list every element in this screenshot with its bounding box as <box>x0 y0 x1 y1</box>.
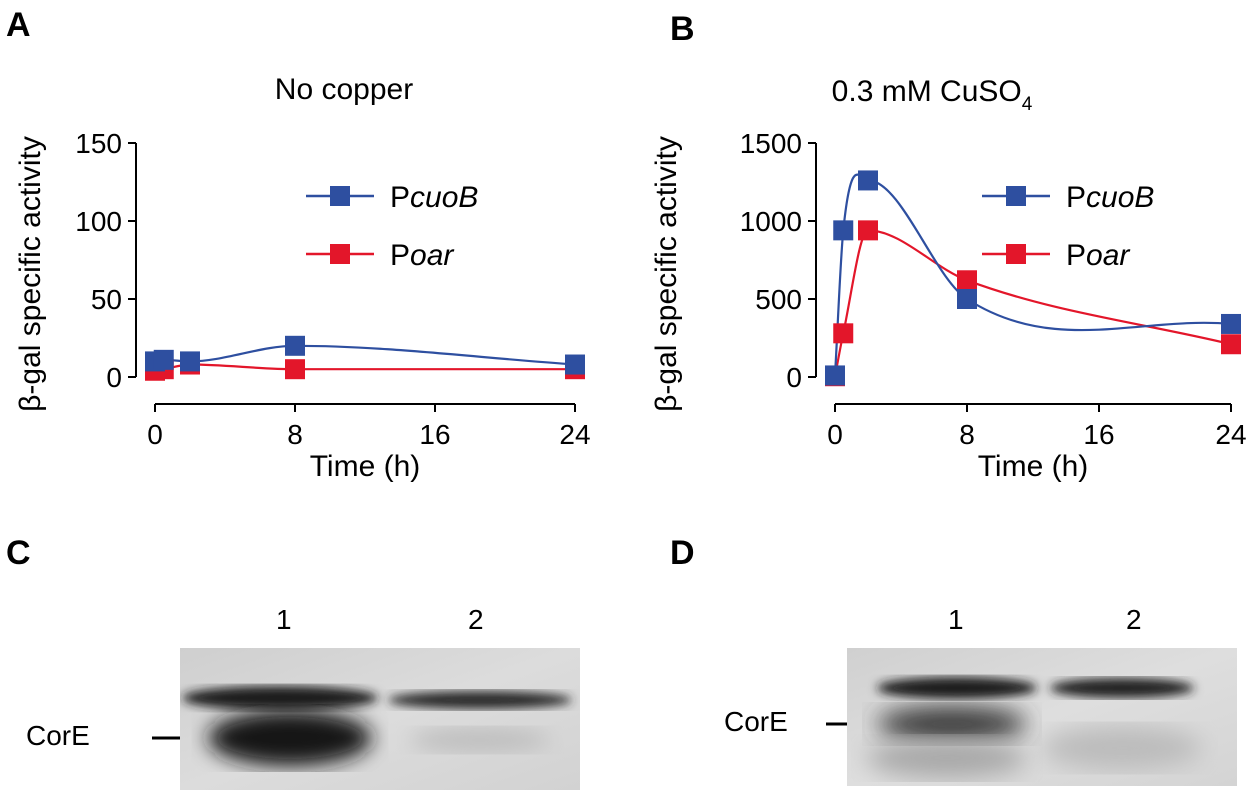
x-tick-label: 8 <box>959 419 975 450</box>
panel-label-d: D <box>670 534 695 572</box>
y-axis-label: β-gal specific activity <box>14 136 47 412</box>
y-axis-label: β-gal specific activity <box>650 136 683 412</box>
y-tick-label: 150 <box>75 128 122 159</box>
data-point-pcuob <box>1221 313 1241 334</box>
lane-label-1: 1 <box>948 604 964 635</box>
panel-label-a: A <box>6 6 31 44</box>
series-line-poar <box>833 229 1232 377</box>
x-axis-label: Time (h) <box>310 450 421 483</box>
chart-title: 0.3 mM CuSO4 <box>832 75 1033 115</box>
data-point-pcuob <box>565 354 585 375</box>
y-tick-label: 1000 <box>740 206 802 237</box>
series-line-pcuob <box>833 173 1232 376</box>
blot-panel-d: 1 2 CorE <box>640 590 1257 800</box>
data-point-pcuob <box>825 365 845 386</box>
legend-marker <box>330 186 350 206</box>
y-tick-label: 100 <box>75 206 122 237</box>
x-tick-label: 16 <box>419 419 450 450</box>
data-point-pcuob <box>858 170 878 191</box>
x-tick-label: 0 <box>147 419 163 450</box>
legend-marker <box>1006 244 1026 264</box>
data-point-pcuob <box>180 351 200 372</box>
y-tick-label: 0 <box>106 362 122 393</box>
legend-label: Poar <box>390 239 454 272</box>
lane-label-2: 2 <box>468 604 484 635</box>
western-blot-image-c <box>180 648 580 790</box>
y-tick-label: 1500 <box>740 128 802 159</box>
y-tick-label: 0 <box>786 362 802 393</box>
data-point-pcuob <box>153 349 174 370</box>
blot-panel-c: 1 2 CorE <box>0 590 640 800</box>
panel-label-b: B <box>670 10 695 48</box>
chart-title: No copper <box>275 73 413 106</box>
x-tick-label: 16 <box>1083 419 1114 450</box>
lane-label-1: 1 <box>276 604 292 635</box>
data-point-poar <box>858 220 878 241</box>
data-point-pcuob <box>285 335 305 356</box>
legend-label: Poar <box>1066 239 1130 272</box>
data-point-pcuob <box>833 220 854 241</box>
y-tick-label: 500 <box>755 284 802 315</box>
data-point-pcuob <box>957 289 977 309</box>
band-label-core: CorE <box>724 706 788 737</box>
x-axis-label: Time (h) <box>978 450 1089 483</box>
band-label-core: CorE <box>26 720 90 751</box>
data-point-poar <box>285 359 305 380</box>
legend-label: PcuoB <box>1066 181 1154 214</box>
data-point-poar <box>833 323 854 344</box>
series-line-pcuob <box>154 344 576 366</box>
lane-label-2: 2 <box>1126 604 1142 635</box>
x-tick-label: 8 <box>287 419 303 450</box>
chart-a-no-copper: No copper 0 50 100 150 0 8 16 24 Time (h) β-gal sp… <box>14 73 591 483</box>
chart-b-copper: 0.3 mM CuSO4 0 500 1000 1500 0 8 16 24 Time (h) β-… <box>650 75 1247 483</box>
legend-marker <box>1006 186 1026 206</box>
data-point-poar <box>957 270 977 291</box>
data-point-poar <box>1221 334 1241 355</box>
western-blot-image-d <box>847 648 1237 786</box>
x-tick-label: 0 <box>827 419 843 450</box>
x-tick-label: 24 <box>1215 419 1246 450</box>
series-line-poar <box>154 363 575 372</box>
panel-label-c: C <box>6 534 31 572</box>
x-tick-label: 24 <box>559 419 590 450</box>
legend-marker <box>330 244 350 264</box>
legend-label: PcuoB <box>390 181 478 214</box>
y-tick-label: 50 <box>91 284 122 315</box>
